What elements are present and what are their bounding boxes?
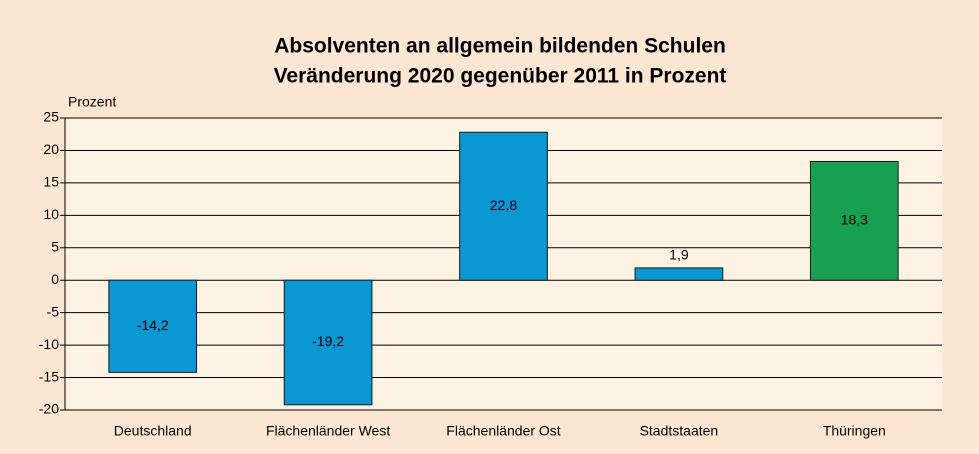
value-label: 1,9: [669, 247, 689, 263]
value-label: 18,3: [841, 212, 868, 228]
y-tick-label: 20: [43, 141, 59, 157]
x-tick-label: Flächenländer West: [266, 423, 390, 439]
chart-title: Absolventen an allgemein bildenden Schul…: [274, 35, 726, 58]
y-tick-label: -15: [39, 368, 59, 384]
x-tick-label: Thüringen: [823, 423, 886, 439]
value-label: 22,8: [490, 197, 517, 213]
value-label: -19,2: [312, 333, 344, 349]
bar: [459, 131, 548, 281]
y-tick-label: -5: [47, 303, 60, 319]
y-tick-label: 10: [43, 206, 59, 222]
value-label: -14,2: [137, 317, 169, 333]
bar: [108, 279, 198, 373]
y-tick-label: 15: [43, 174, 59, 190]
bar: [809, 160, 899, 281]
y-tick-label: 0: [51, 271, 59, 287]
y-tick-label: -20: [39, 401, 59, 417]
bar: [634, 267, 724, 281]
y-tick-label: 25: [43, 109, 59, 125]
x-tick-label: Flächenländer Ost: [446, 423, 561, 439]
x-tick-label: Stadtstaaten: [640, 423, 719, 439]
y-tick-label: -10: [39, 336, 59, 352]
chart-subtitle: Veränderung 2020 gegenüber 2011 in Proze…: [274, 65, 727, 88]
y-axis-label: Prozent: [68, 94, 116, 110]
bar: [283, 279, 373, 406]
x-tick-label: Deutschland: [114, 423, 192, 439]
y-tick-label: 5: [51, 238, 59, 254]
